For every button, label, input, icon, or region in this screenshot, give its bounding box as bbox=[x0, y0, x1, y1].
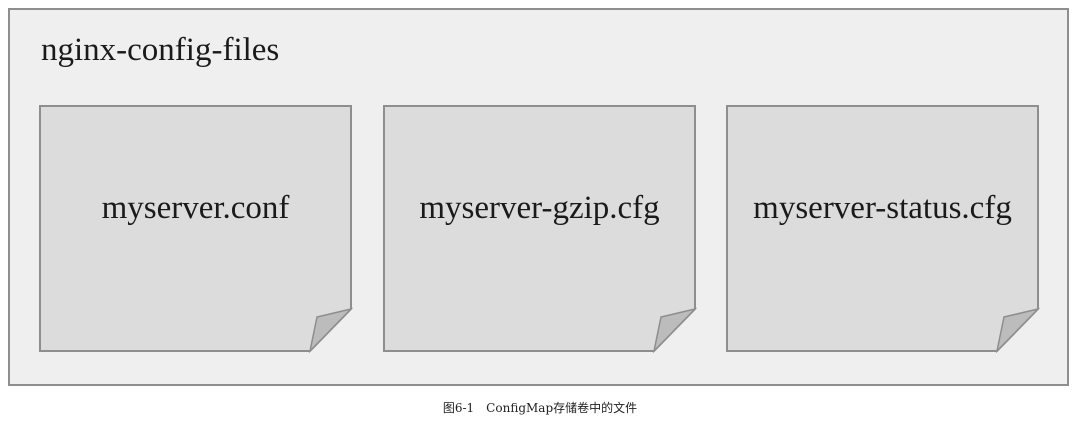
file-name: myserver.conf bbox=[101, 190, 290, 226]
page-curl-icon bbox=[652, 307, 698, 354]
figure-caption: 图6-1 ConfigMap存储卷中的文件 bbox=[442, 401, 638, 415]
file-page-body bbox=[39, 105, 352, 352]
page-curl-icon bbox=[308, 307, 354, 354]
file-page-icon bbox=[39, 105, 354, 354]
file-name: myserver-gzip.cfg bbox=[419, 190, 660, 226]
file-page-body bbox=[726, 105, 1039, 352]
file-page-icon bbox=[726, 105, 1041, 354]
file-page-icon bbox=[383, 105, 698, 354]
file-card-myserver-conf: myserver.conf bbox=[39, 105, 354, 354]
file-page-body bbox=[383, 105, 696, 352]
file-card-myserver-status-cfg: myserver-status.cfg bbox=[726, 105, 1041, 354]
file-name: myserver-status.cfg bbox=[753, 190, 1012, 226]
file-card-myserver-gzip-cfg: myserver-gzip.cfg bbox=[383, 105, 698, 354]
container-title: nginx-config-files bbox=[41, 32, 280, 68]
page-curl-icon bbox=[995, 307, 1041, 354]
